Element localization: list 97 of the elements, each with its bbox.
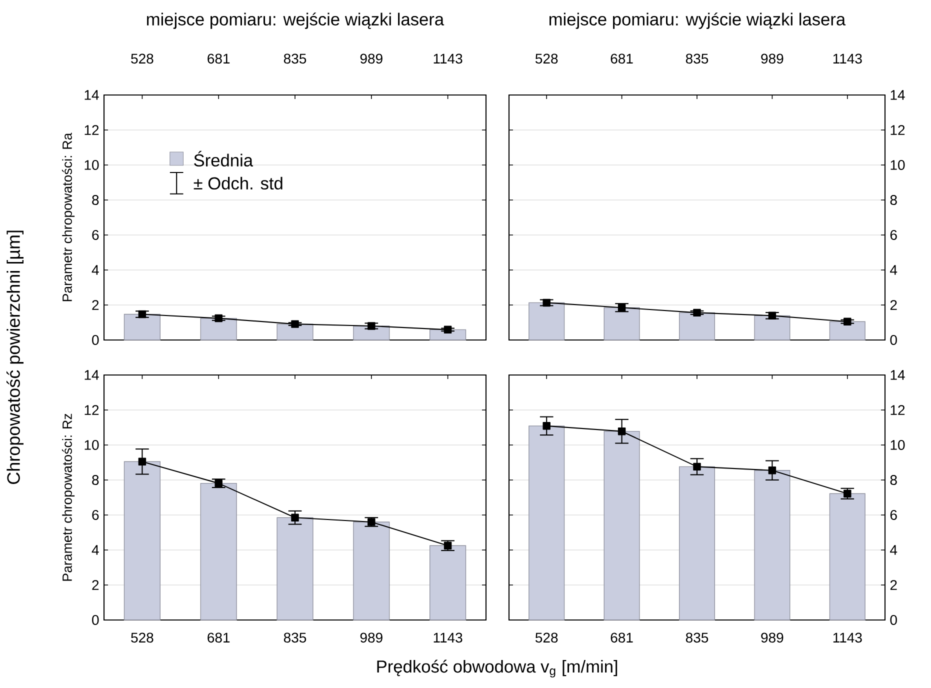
point — [214, 314, 222, 322]
x-tick-label: 528 — [535, 54, 558, 64]
y-tick-label: 2 — [92, 580, 99, 590]
x-tick-label: 681 — [208, 632, 230, 643]
y-axis-title: Parametr chropowatości: Ra — [62, 132, 75, 302]
x-tick-label: 835 — [284, 632, 306, 643]
point — [368, 518, 376, 526]
y-tick-label: 0 — [890, 335, 897, 345]
point — [542, 298, 550, 307]
y-tick-label: 10 — [890, 160, 905, 170]
point — [768, 312, 776, 320]
point — [368, 322, 376, 330]
bar — [678, 466, 716, 620]
chart-title: miejsce pomiaru: wyjście wiązki lasera — [549, 12, 846, 29]
point — [138, 458, 146, 466]
legend-label: ± Odch. std — [194, 176, 282, 190]
bar — [200, 318, 237, 340]
y-tick-label: 4 — [890, 545, 898, 555]
y-tick-label: 0 — [890, 615, 897, 625]
x-tick-label: 528 — [535, 632, 558, 643]
y-tick-label: 14 — [84, 90, 99, 100]
point — [693, 462, 701, 471]
y-tick-label: 14 — [890, 90, 905, 100]
chart-title: miejsce pomiaru: wejście wiązki lasera — [147, 12, 444, 29]
bar — [430, 329, 466, 340]
y-tick-label: 14 — [84, 370, 99, 380]
y-tick-label: 6 — [890, 230, 897, 240]
bar — [829, 321, 866, 340]
bar — [276, 324, 314, 340]
x-tick-label: 681 — [208, 54, 230, 64]
y-tick-label: 2 — [890, 300, 897, 310]
y-tick-label: 10 — [84, 440, 99, 450]
bar — [604, 431, 640, 620]
point — [618, 304, 626, 312]
y-tick-label: 6 — [92, 510, 99, 520]
bar — [124, 314, 160, 340]
bar — [276, 517, 314, 620]
y-tick-label: 12 — [84, 125, 99, 135]
point — [768, 466, 776, 474]
x-axis-title: Prędkość obwodowa v$_{g}$ [m/min] — [377, 660, 618, 678]
x-tick-label: 989 — [761, 54, 784, 64]
y-tick-label: 0 — [92, 615, 99, 625]
x-tick-label: 989 — [360, 54, 382, 64]
legend-label: Średnia — [194, 150, 254, 167]
y-tick-label: 12 — [84, 405, 99, 415]
point — [291, 514, 299, 522]
x-tick-label: 989 — [360, 632, 382, 643]
y-tick-label: 4 — [92, 545, 99, 555]
x-tick-label: 835 — [686, 632, 708, 643]
y-tick-label: 4 — [92, 265, 99, 275]
y-tick-label: 0 — [92, 335, 99, 345]
y-tick-label: 8 — [92, 195, 99, 205]
y-tick-label: 14 — [890, 370, 905, 380]
point — [444, 326, 452, 334]
point — [138, 310, 146, 318]
y-tick-label: 2 — [890, 580, 897, 590]
x-tick-label: 1143 — [833, 54, 862, 64]
y-tick-label: 8 — [92, 475, 99, 485]
point — [542, 422, 550, 430]
point — [291, 320, 299, 328]
bar — [353, 522, 390, 620]
point — [618, 427, 626, 436]
bar — [200, 482, 237, 620]
x-tick-label: 1143 — [434, 54, 462, 64]
y-tick-label: 6 — [890, 510, 897, 520]
x-tick-label: 989 — [761, 632, 784, 643]
point — [214, 479, 222, 488]
bar — [124, 461, 160, 620]
y-tick-label: 12 — [890, 125, 905, 135]
bar — [678, 312, 716, 340]
text: Chropowatość powierzchni [µm] — [6, 230, 24, 484]
point — [693, 308, 701, 317]
x-tick-label: 528 — [131, 54, 154, 64]
bar — [528, 426, 565, 620]
y-axis-title: Parametr chropowatości: Rz — [62, 414, 75, 581]
y-tick-label: 6 — [92, 230, 99, 240]
y-tick-label: 2 — [92, 300, 99, 310]
y-tick-label: 10 — [890, 440, 905, 450]
x-tick-label: 681 — [610, 54, 633, 64]
y-tick-label: 4 — [890, 265, 898, 275]
x-tick-label: 528 — [131, 632, 154, 643]
y-tick-label: 8 — [890, 475, 897, 485]
bar — [430, 545, 466, 620]
y-tick-label: 12 — [890, 405, 905, 415]
bar — [604, 307, 640, 340]
y-tick-label: 10 — [84, 160, 99, 170]
x-tick-label: 681 — [610, 632, 633, 643]
bar — [528, 302, 565, 340]
bar — [754, 470, 790, 620]
x-tick-label: 835 — [686, 54, 708, 64]
x-tick-label: 835 — [284, 54, 306, 64]
bar — [829, 493, 866, 620]
point — [844, 318, 852, 326]
bar — [754, 315, 790, 340]
x-tick-label: 1143 — [434, 632, 462, 643]
x-tick-label: 1143 — [833, 632, 862, 643]
y-tick-label: 8 — [890, 195, 897, 205]
